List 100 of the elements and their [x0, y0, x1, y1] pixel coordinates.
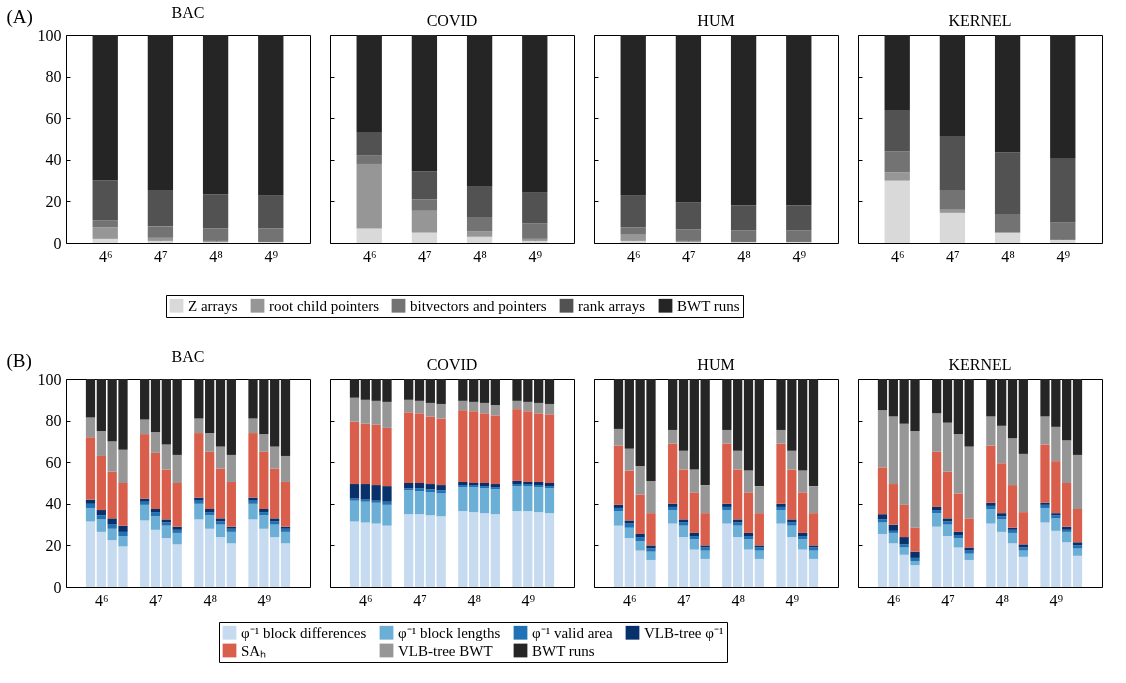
legend-label: φ⁻¹ block differences [241, 624, 367, 641]
bar [1050, 239, 1076, 243]
y-tick-label: 60 [45, 453, 62, 471]
x-tick-label: 4⁷ [677, 591, 691, 609]
chart-title: BAC [171, 348, 205, 365]
bar [466, 231, 493, 237]
x-tick-label: 4⁹ [264, 247, 279, 265]
x-tick-label: 4⁷ [941, 591, 955, 609]
bar [92, 35, 118, 181]
bar [202, 35, 229, 195]
y-tick-label: 80 [45, 412, 62, 430]
legend-label: rank arrays [578, 297, 646, 314]
chart-title: KERNEL [948, 355, 1012, 373]
legend-label: SAₕ [241, 642, 267, 659]
chart-title: KERNEL [948, 11, 1012, 29]
bar [466, 186, 493, 217]
bar [620, 195, 646, 228]
x-tick-label: 4⁷ [418, 247, 432, 265]
bar [786, 35, 812, 206]
x-tick-label: 4⁸ [467, 591, 481, 609]
x-tick-label: 4⁶ [626, 247, 641, 265]
bar [884, 35, 910, 110]
bar [202, 228, 229, 241]
bar [994, 152, 1021, 214]
bar [1050, 35, 1076, 159]
y-tick-label: 20 [45, 536, 62, 554]
bar [675, 35, 702, 203]
bar [620, 35, 646, 196]
bar [884, 172, 910, 181]
y-tick-label: 100 [37, 26, 62, 44]
bar [411, 171, 438, 200]
x-tick-label: 4⁶ [887, 591, 901, 609]
text: (B) [6, 349, 32, 372]
bar [939, 209, 966, 213]
x-tick-label: 4⁷ [154, 247, 168, 265]
chart-title: COVID [426, 11, 478, 29]
bar [147, 189, 174, 227]
legend-label: BWT runs [532, 642, 595, 659]
x-tick-label: 4⁷ [149, 591, 163, 609]
y-tick-label: 0 [53, 234, 62, 252]
bar [939, 35, 966, 136]
bar [411, 35, 438, 172]
x-tick-label: 4⁸ [203, 591, 217, 609]
chart-title: BAC [171, 4, 205, 21]
bar [730, 35, 757, 206]
bar [356, 35, 382, 133]
y-tick-label: 0 [53, 578, 62, 596]
bar [147, 226, 174, 238]
y-tick-label: 40 [45, 495, 62, 513]
bar [786, 230, 812, 242]
bar [411, 232, 438, 243]
bar [994, 232, 1021, 243]
bar [411, 210, 438, 233]
x-tick-label: 4⁶ [890, 247, 905, 265]
x-tick-label: 4⁸ [473, 247, 487, 265]
bar [939, 189, 966, 210]
bar [92, 220, 118, 228]
bar [466, 236, 493, 243]
bar [1050, 158, 1076, 223]
bar [411, 199, 438, 211]
bar [1050, 222, 1076, 240]
x-tick-label: 4⁶ [359, 591, 373, 609]
bar [522, 223, 548, 239]
y-tick-label: 40 [45, 151, 62, 169]
legend-label: Z arrays [188, 297, 238, 314]
bar [675, 229, 702, 241]
legend-label: bitvectors and pointers [410, 297, 547, 314]
bar [994, 213, 1021, 233]
bar [202, 194, 229, 229]
bar [356, 163, 382, 229]
bar [994, 35, 1021, 153]
bar [522, 35, 548, 193]
bar [258, 195, 284, 229]
bar [258, 228, 284, 242]
x-tick-label: 4⁹ [1056, 247, 1071, 265]
chart-title: HUM [697, 11, 735, 29]
x-tick-label: 4⁶ [623, 591, 637, 609]
x-tick-label: 4⁹ [257, 591, 272, 609]
x-tick-label: 4⁹ [528, 247, 543, 265]
bar [356, 228, 382, 243]
bar [620, 240, 646, 243]
x-tick-label: 4⁶ [98, 247, 113, 265]
legend-label: root child pointers [269, 297, 380, 314]
bar [675, 202, 702, 230]
x-tick-label: 4⁹ [1049, 591, 1064, 609]
bar [939, 212, 966, 243]
bar [620, 227, 646, 235]
bar [466, 35, 493, 187]
x-tick-label: 4⁷ [413, 591, 427, 609]
bar [939, 135, 966, 190]
bar [92, 180, 118, 221]
bar [92, 238, 118, 243]
y-tick-label: 100 [37, 370, 62, 388]
x-tick-label: 4⁸ [995, 591, 1009, 609]
y-tick-label: 80 [45, 68, 62, 86]
chart-title: HUM [697, 355, 735, 373]
bar [466, 217, 493, 232]
bar [356, 132, 382, 156]
x-tick-label: 4⁶ [95, 591, 109, 609]
legend-label: φ⁻¹ block lengths [398, 624, 501, 641]
